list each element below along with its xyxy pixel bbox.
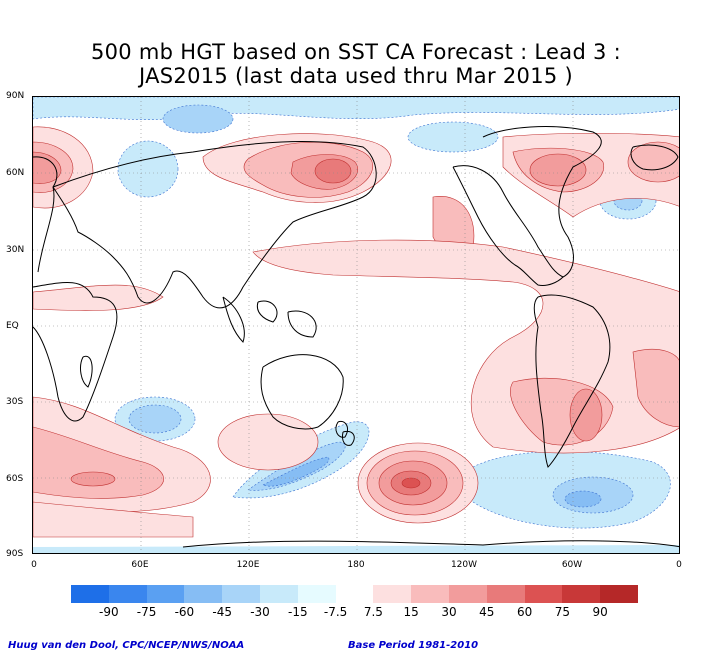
lat-label-eq: EQ [6,321,19,331]
colorbar-tick-label: -60 [174,605,195,619]
footer-base-period: Base Period 1981-2010 [348,640,479,651]
colorbar-swatch [108,585,147,603]
colorbar-swatch [222,585,260,603]
map-title-line2: JAS2015 (last data used thru Mar 2015 ) [138,64,573,88]
colorbar-tick-label: -7.5 [323,605,348,619]
colorbar-tick-label: 45 [479,605,495,619]
colorbar-tick-label: -75 [136,605,157,619]
colorbar-swatch [71,585,109,603]
lat-label-30n: 30N [6,245,25,255]
lon-label-120w: 120W [450,560,478,570]
lon-label-180: 180 [347,560,365,570]
anomaly-map [32,96,680,554]
colorbar-swatch [335,585,374,603]
colorbar-swatch [184,585,223,603]
lat-label-60n: 60N [6,168,25,178]
colorbar-swatch [411,585,449,603]
lat-label-30s: 30S [6,397,24,407]
lon-label-120e: 120E [236,560,260,570]
colorbar-tick-label: -30 [250,605,270,619]
colorbar-tick-label: 75 [554,605,571,619]
colorbar-swatch [524,585,563,603]
map-grid [33,97,679,553]
colorbar-tick-label: 60 [516,605,533,619]
colorbar-swatch [562,585,601,603]
lon-label-0-east: 0 [676,560,682,570]
lon-label-0: 0 [31,560,37,570]
colorbar-swatch [297,585,336,603]
lat-label-90n: 90N [6,91,25,101]
colorbar-swatch [486,585,525,603]
anomaly-map-svg [33,97,679,553]
colorbar-tick-label: 15 [403,605,419,619]
colorbar-tick-label: -15 [287,605,308,619]
colorbar-tick-label: 30 [441,605,457,619]
colorbar-swatch [448,585,487,603]
colorbar [71,585,638,603]
lat-label-90s: 90S [6,549,24,559]
positive-anomaly-regions [33,126,679,538]
coastlines [33,126,679,548]
colorbar-swatch [146,585,185,603]
lon-label-60w: 60W [561,560,583,570]
footer-credit: Huug van den Dool, CPC/NCEP/NWS/NOAA [8,640,245,651]
colorbar-tick-label: -90 [98,605,119,619]
map-title-line1: 500 mb HGT based on SST CA Forecast : Le… [90,40,622,64]
colorbar-tick-label: 90 [592,605,608,619]
colorbar-tick-label: -45 [212,605,232,619]
lon-label-60e: 60E [131,560,149,570]
lat-label-60s: 60S [6,474,24,484]
colorbar-tick-label: 7.5 [363,605,383,619]
colorbar-swatch [259,585,298,603]
colorbar-swatch [373,585,412,603]
colorbar-swatch [600,585,638,603]
